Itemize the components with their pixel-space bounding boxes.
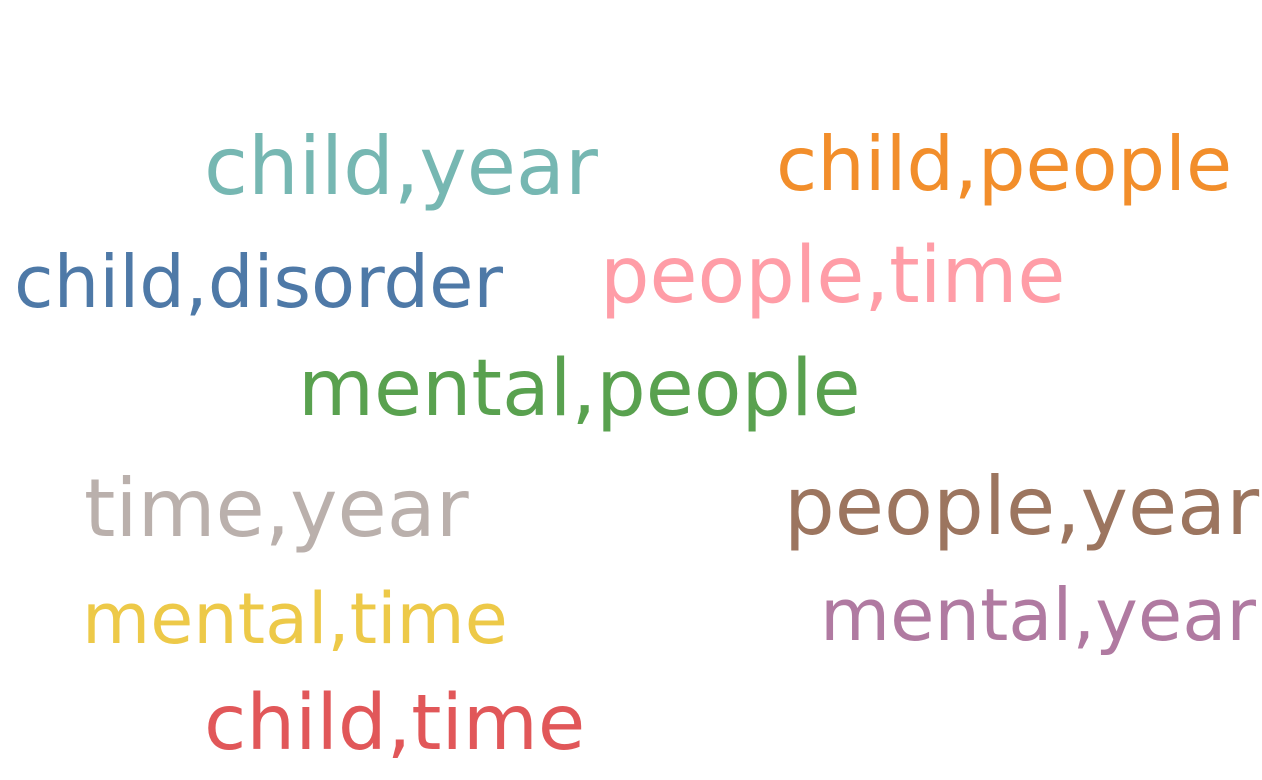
word-child-people: child,people [776,120,1233,208]
word-mental-year: mental,year [820,573,1256,657]
word-people-year: people,year [784,460,1260,553]
word-child-time: child,time [204,679,586,768]
word-child-year: child,year [204,120,598,213]
word-mental-time: mental,time [82,578,508,660]
word-time-year: time,year [84,462,469,555]
word-people-time: people,time [600,231,1066,321]
word-mental-people: mental,people [298,344,861,434]
word-child-disorder: child,disorder [14,240,504,324]
